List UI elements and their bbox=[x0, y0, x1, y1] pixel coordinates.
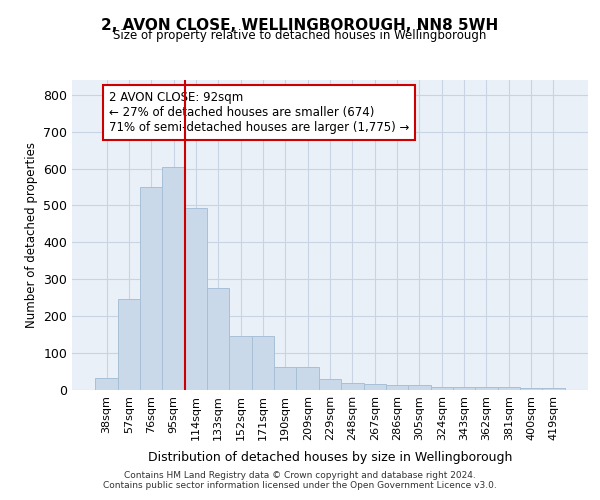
Bar bbox=[408, 385, 431, 390]
Text: Size of property relative to detached houses in Wellingborough: Size of property relative to detached ho… bbox=[113, 29, 487, 42]
X-axis label: Distribution of detached houses by size in Wellingborough: Distribution of detached houses by size … bbox=[148, 451, 512, 464]
Bar bbox=[163, 166, 185, 390]
Bar bbox=[185, 208, 207, 390]
Bar bbox=[95, 378, 118, 390]
Text: 2 AVON CLOSE: 92sqm
← 27% of detached houses are smaller (674)
71% of semi-detac: 2 AVON CLOSE: 92sqm ← 27% of detached ho… bbox=[109, 91, 409, 134]
Text: Contains HM Land Registry data © Crown copyright and database right 2024.
Contai: Contains HM Land Registry data © Crown c… bbox=[103, 470, 497, 490]
Bar bbox=[207, 288, 229, 390]
Bar bbox=[475, 388, 497, 390]
Bar bbox=[118, 299, 140, 390]
Bar bbox=[520, 388, 542, 390]
Bar bbox=[274, 367, 296, 390]
Bar bbox=[341, 382, 364, 390]
Bar bbox=[140, 188, 163, 390]
Bar bbox=[229, 336, 252, 390]
Bar bbox=[364, 384, 386, 390]
Y-axis label: Number of detached properties: Number of detached properties bbox=[25, 142, 38, 328]
Bar bbox=[453, 388, 475, 390]
Bar bbox=[386, 385, 408, 390]
Bar bbox=[542, 388, 565, 390]
Bar bbox=[431, 388, 453, 390]
Text: 2, AVON CLOSE, WELLINGBOROUGH, NN8 5WH: 2, AVON CLOSE, WELLINGBOROUGH, NN8 5WH bbox=[101, 18, 499, 32]
Bar bbox=[252, 336, 274, 390]
Bar bbox=[296, 367, 319, 390]
Bar bbox=[497, 388, 520, 390]
Bar bbox=[319, 378, 341, 390]
